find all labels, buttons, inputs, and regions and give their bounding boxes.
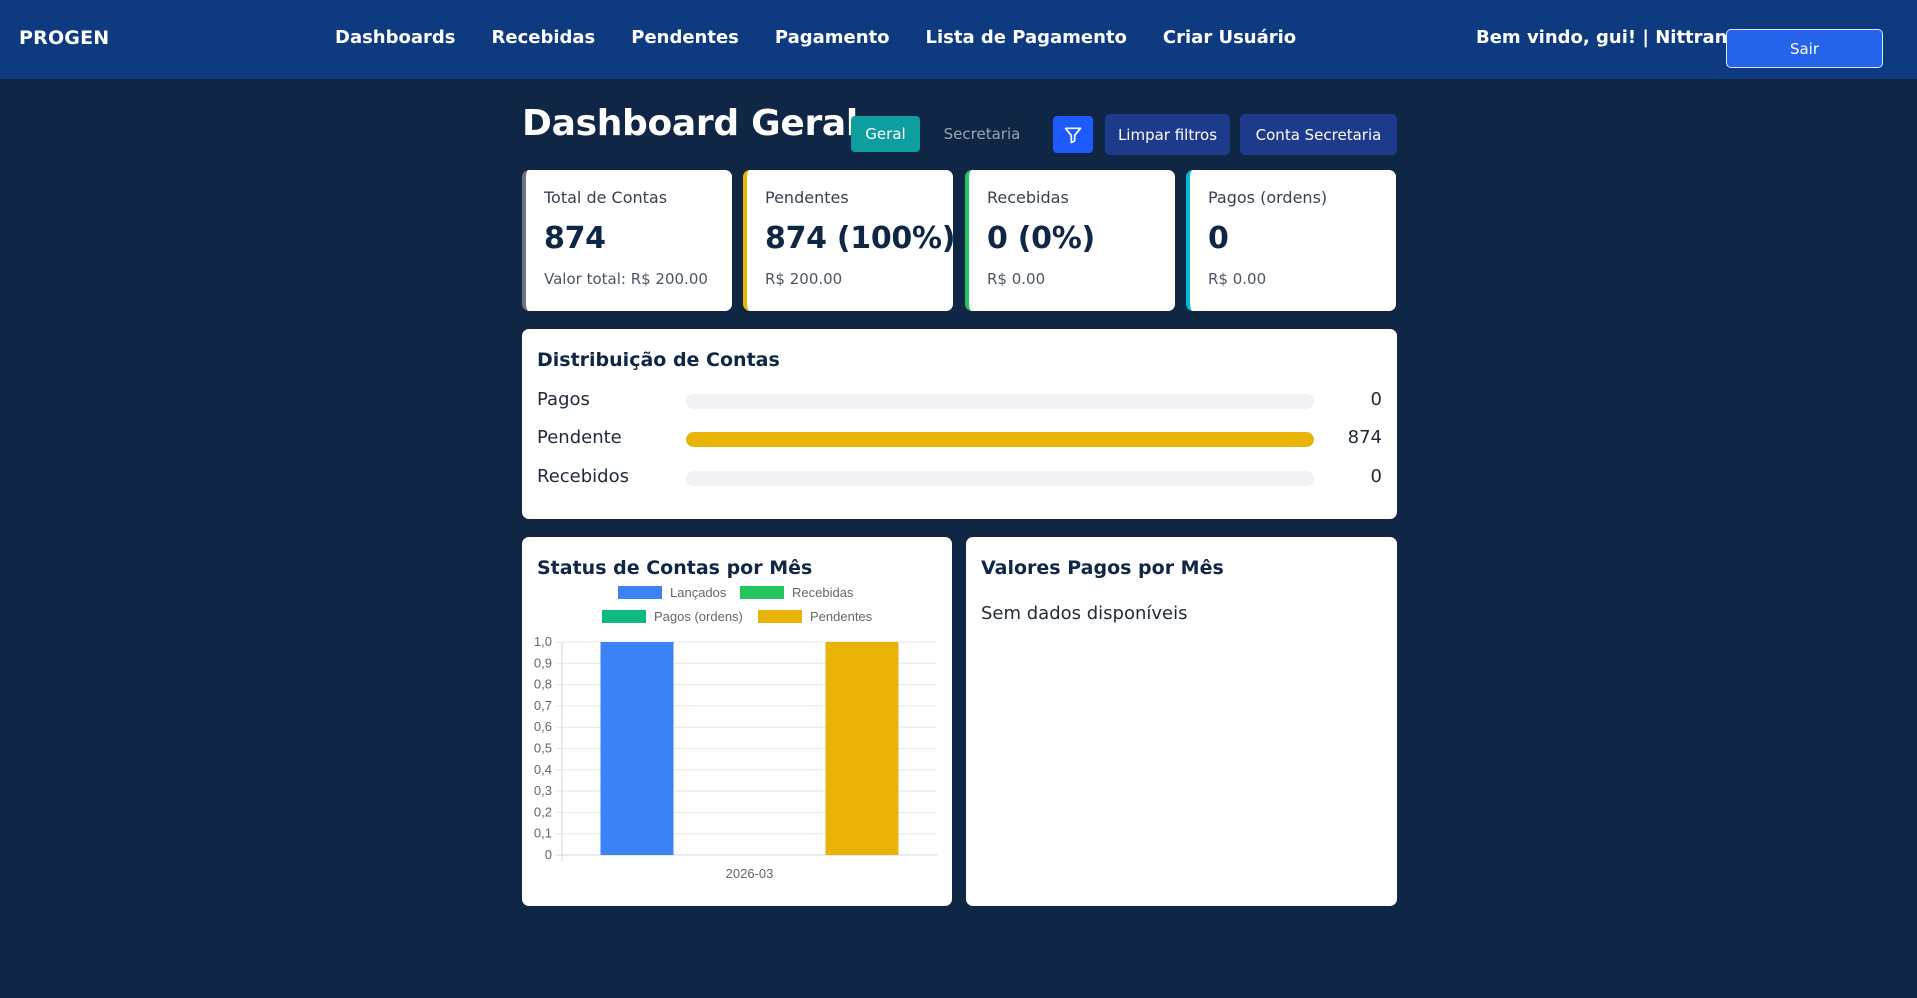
stat-subtext: R$ 0.00 [1208, 270, 1267, 288]
stat-label: Pendentes [765, 188, 849, 207]
bar-pendentes [825, 642, 899, 855]
distribution-count: 0 [1370, 466, 1382, 487]
stat-label: Total de Contas [544, 188, 668, 207]
stat-value: 874 (100%) [765, 221, 956, 256]
clear-filters-button[interactable]: Limpar filtros [1105, 114, 1230, 155]
welcome-text: Bem vindo, gui! | Nittrans [1476, 27, 1739, 48]
logout-button[interactable]: Sair [1726, 29, 1883, 68]
brand-logo[interactable]: PROGEN [19, 27, 110, 49]
legend-label: Lançados [670, 585, 727, 600]
page-title: Dashboard Geral [522, 103, 858, 144]
values-paid-title: Valores Pagos por Mês [981, 557, 1224, 579]
distribution-count: 874 [1347, 427, 1382, 448]
legend-label: Pagos (ordens) [654, 609, 743, 624]
y-tick-label: 0 [545, 847, 552, 862]
distribution-title: Distribuição de Contas [537, 349, 780, 371]
distribution-label: Recebidos [537, 466, 629, 487]
tab-geral[interactable]: Geral [851, 116, 920, 152]
nav-link-dashboards[interactable]: Dashboards [335, 27, 456, 48]
y-tick-label: 0,1 [534, 826, 552, 841]
stat-card-recebidas: Recebidas 0 (0%) R$ 0.00 [965, 170, 1175, 311]
progress-track [686, 394, 1314, 409]
y-tick-label: 0,7 [534, 698, 552, 713]
distribution-row-pendente: Pendente 874 [537, 427, 1382, 451]
nav-link-pendentes[interactable]: Pendentes [631, 27, 739, 48]
y-tick-label: 0,4 [534, 762, 552, 777]
stat-card-total: Total de Contas 874 Valor total: R$ 200.… [522, 170, 732, 311]
distribution-label: Pendente [537, 427, 622, 448]
stat-value: 0 (0%) [987, 221, 1095, 256]
x-tick-label: 2026-03 [726, 866, 774, 881]
stat-card-pagos: Pagos (ordens) 0 R$ 0.00 [1186, 170, 1396, 311]
distribution-row-pagos: Pagos 0 [537, 389, 1382, 413]
top-navbar: PROGEN Dashboards Recebidas Pendentes Pa… [0, 0, 1917, 79]
nav-link-pagamento[interactable]: Pagamento [774, 27, 890, 48]
empty-state-text: Sem dados disponíveis [981, 603, 1188, 624]
legend-swatch [758, 610, 802, 623]
y-tick-label: 0,9 [534, 655, 552, 670]
status-bar-chart: Lançados Recebidas Pagos (ordens) Pendentes… [534, 585, 937, 881]
tab-secretaria[interactable]: Secretaria [932, 116, 1032, 152]
y-tick-label: 0,5 [534, 741, 552, 756]
y-tick-label: 0,8 [534, 677, 552, 692]
filter-button[interactable] [1053, 116, 1093, 153]
legend-label: Recebidas [792, 585, 854, 600]
progress-fill [686, 432, 1314, 447]
bar-lan-ados [600, 642, 674, 855]
status-chart-panel: Status de Contas por Mês Lançados Recebid… [522, 537, 952, 906]
funnel-icon [1064, 127, 1082, 143]
stat-subtext: R$ 0.00 [987, 270, 1046, 288]
y-tick-label: 0,3 [534, 783, 552, 798]
main-nav: Dashboards Recebidas Pendentes Pagamento… [335, 27, 1296, 48]
distribution-count: 0 [1370, 389, 1382, 410]
status-chart-title: Status de Contas por Mês [537, 557, 813, 579]
y-tick-label: 0,6 [534, 719, 552, 734]
stat-label: Pagos (ordens) [1208, 188, 1328, 207]
y-tick-label: 1,0 [534, 634, 552, 649]
progress-track [686, 432, 1314, 447]
distribution-row-recebidos: Recebidos 0 [537, 466, 1382, 490]
legend-swatch [618, 586, 662, 599]
stat-value: 0 [1208, 221, 1229, 256]
nav-link-criar-usuario[interactable]: Criar Usuário [1162, 27, 1297, 48]
values-paid-panel: Valores Pagos por Mês Sem dados disponív… [966, 537, 1397, 906]
legend-label: Pendentes [810, 609, 873, 624]
distribution-panel: Distribuição de Contas Pagos 0 Pendente … [522, 329, 1397, 519]
nav-link-recebidas[interactable]: Recebidas [491, 27, 596, 48]
stat-value: 874 [544, 221, 606, 256]
y-tick-label: 0,2 [534, 804, 552, 819]
stat-subtext: Valor total: R$ 200.00 [544, 270, 708, 288]
distribution-label: Pagos [537, 389, 590, 410]
stat-card-pendentes: Pendentes 874 (100%) R$ 200.00 [743, 170, 956, 311]
stat-label: Recebidas [987, 188, 1069, 207]
secretaria-account-button[interactable]: Conta Secretaria [1240, 114, 1397, 155]
progress-track [686, 471, 1314, 486]
legend-swatch [602, 610, 646, 623]
stat-subtext: R$ 200.00 [765, 270, 843, 288]
legend-swatch [740, 586, 784, 599]
nav-link-lista-de-pagamento[interactable]: Lista de Pagamento [925, 27, 1127, 48]
